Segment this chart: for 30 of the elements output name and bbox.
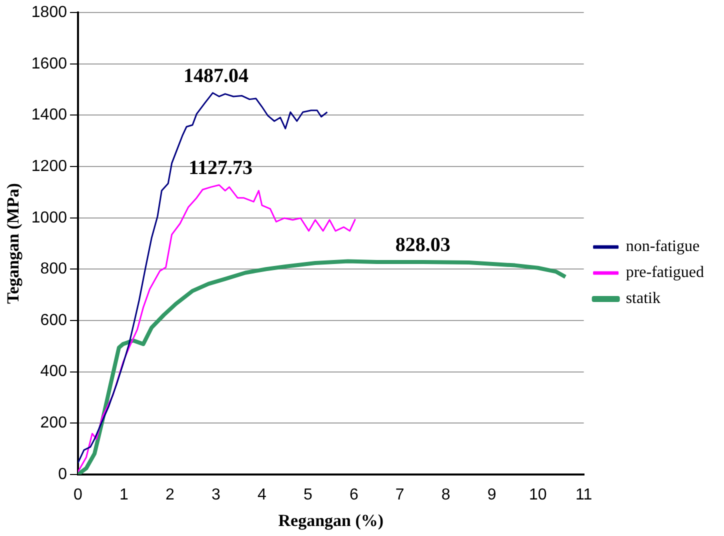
y-tick-label: 1000	[31, 209, 68, 226]
annotation: 1127.73	[188, 157, 252, 180]
y-tick-label: 1400	[31, 106, 68, 124]
y-tick-label: 1200	[31, 158, 68, 175]
x-tick-label: 2	[166, 486, 175, 504]
y-tick-label: 1600	[31, 55, 68, 72]
y-tick-label: 400	[40, 363, 68, 380]
x-tick-label: 8	[441, 486, 450, 504]
legend-label: non-fatigue	[626, 238, 700, 256]
x-tick-label: 11	[576, 486, 592, 504]
x-tick-label: 5	[303, 486, 312, 504]
x-tick-label: 9	[487, 486, 496, 504]
legend-label: statik	[626, 290, 660, 308]
x-tick-label: 0	[74, 486, 83, 504]
x-tick-label: 1	[120, 486, 129, 504]
y-tick-label: 800	[40, 260, 68, 278]
x-tick-label: 4	[257, 486, 266, 504]
y-tick-label: 0	[58, 466, 68, 483]
y-tick-label: 1800	[31, 4, 68, 22]
x-tick-label: 10	[528, 486, 547, 504]
y-axis-title: Tegangan (MPa)	[4, 183, 23, 304]
x-tick-label: 3	[211, 486, 220, 504]
x-axis-title: Regangan (%)	[278, 511, 384, 530]
y-tick-label: 200	[40, 414, 68, 432]
legend-label: pre-fatigued	[626, 264, 704, 282]
y-tick-label: 600	[40, 312, 68, 329]
annotation: 1487.04	[183, 65, 248, 88]
annotation: 828.03	[395, 234, 450, 256]
x-tick-label: 6	[349, 486, 358, 504]
x-tick-label: 7	[395, 486, 404, 504]
